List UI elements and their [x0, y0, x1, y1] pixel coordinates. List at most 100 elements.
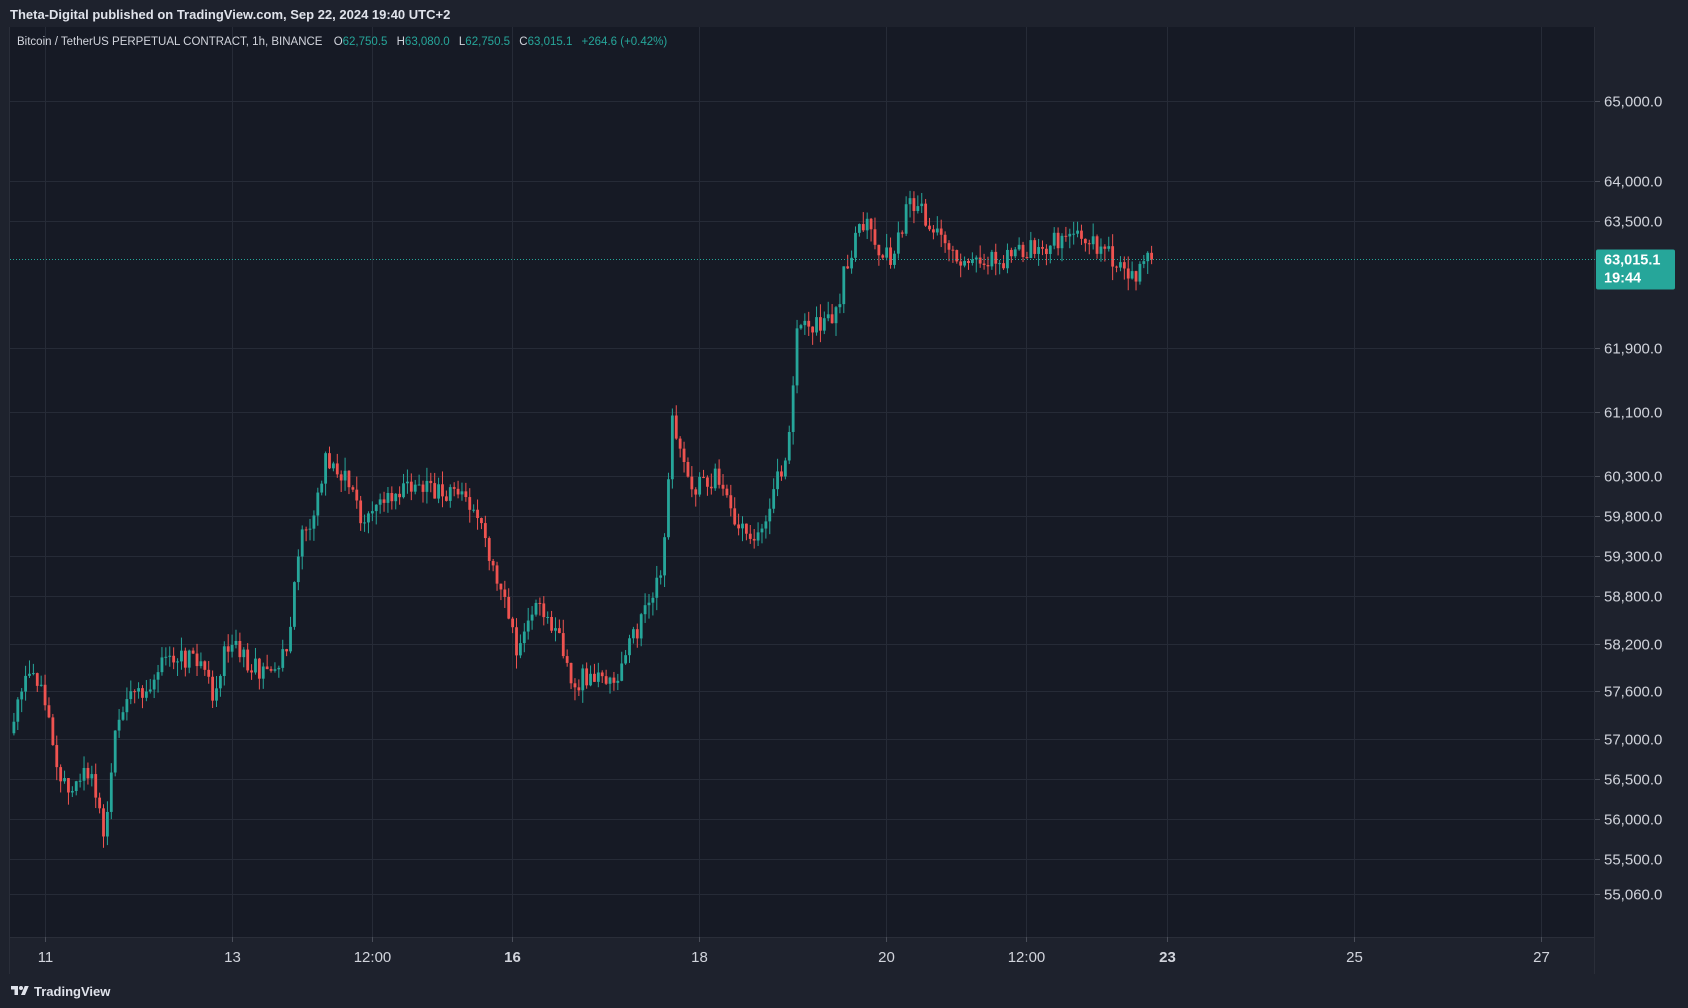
candle-body: [148, 689, 152, 692]
candle-body: [573, 683, 577, 688]
candle-body: [752, 538, 756, 541]
candle-body: [211, 676, 215, 701]
candle-body: [1037, 247, 1041, 254]
candle-body: [834, 307, 838, 324]
candle-body: [596, 672, 600, 682]
candle-body: [67, 778, 70, 793]
candle-body: [402, 483, 405, 498]
candle-body: [144, 691, 148, 698]
candle-body: [1146, 252, 1150, 262]
tradingview-brand[interactable]: TradingView: [34, 983, 111, 999]
candle-body: [468, 497, 472, 510]
candle-body: [441, 484, 444, 497]
candle-body: [842, 266, 846, 305]
candle-body: [331, 463, 335, 469]
candle-body: [1045, 248, 1048, 254]
candle-body: [1060, 235, 1064, 249]
candle-body: [464, 491, 468, 498]
candle-body: [900, 232, 904, 234]
price-tick-label: 55,500.0: [1604, 852, 1662, 869]
price-axis-area[interactable]: [1595, 27, 1688, 937]
candle-body: [308, 528, 312, 530]
candle-body: [803, 320, 807, 326]
candle-body: [121, 712, 125, 720]
time-tick-label: 16: [504, 949, 521, 966]
candle-body: [585, 668, 589, 686]
candle-body: [822, 318, 826, 331]
candle-body: [347, 470, 351, 488]
candle-body: [756, 532, 760, 541]
candle-body: [577, 687, 581, 691]
legend-symbol: Bitcoin / TetherUS PERPETUAL CONTRACT, 1…: [17, 36, 323, 48]
candle-body: [117, 719, 121, 731]
legend-low-label: L: [459, 36, 466, 48]
candle-body: [417, 484, 421, 486]
candle-body: [257, 658, 261, 679]
price-chart[interactable]: 65,000.0 64,000.0 63,500.0 61,900.0 61,100.0…: [0, 27, 1688, 974]
candle-body: [82, 767, 86, 781]
candle-body: [289, 626, 292, 652]
candle-body: [39, 684, 43, 686]
candle-body: [218, 676, 222, 689]
candle-body: [515, 627, 518, 656]
candle-body: [554, 628, 557, 631]
candle-body: [998, 263, 1002, 265]
candle-body: [947, 243, 951, 250]
candle-body: [195, 653, 199, 667]
candle-body: [959, 261, 963, 266]
candle-body: [273, 669, 277, 671]
candle-body: [207, 669, 211, 677]
candle-body: [250, 670, 253, 673]
legend-open-label: O: [334, 36, 343, 48]
candle-body: [199, 661, 203, 667]
candle-body: [1134, 271, 1138, 282]
candle-body: [932, 229, 935, 233]
candle-body: [706, 477, 709, 487]
candle-body: [324, 453, 327, 484]
price-tick-label: 57,000.0: [1604, 732, 1662, 749]
candle-body: [604, 676, 608, 684]
candle-body: [28, 673, 31, 676]
candle-body: [499, 583, 503, 590]
candle-body: [254, 658, 257, 673]
time-axis-area[interactable]: [10, 937, 1595, 974]
candle-body: [242, 649, 246, 658]
candle-body: [285, 649, 289, 652]
chart-plot-area[interactable]: [10, 27, 1595, 937]
candle-body: [156, 672, 160, 680]
candle-body: [939, 228, 943, 235]
candle-body: [503, 589, 507, 597]
candle-body: [659, 575, 663, 578]
candle-body: [351, 487, 355, 490]
candle-body: [483, 523, 487, 539]
candle-body: [437, 484, 440, 499]
candle-body: [647, 602, 651, 606]
candle-body: [480, 518, 483, 524]
time-tick-label: 12:00: [354, 949, 392, 966]
candle-body: [534, 602, 538, 615]
candle-body: [974, 257, 978, 260]
tradingview-logo-icon[interactable]: [10, 984, 30, 998]
candle-body: [472, 509, 476, 511]
candle-body: [986, 265, 990, 267]
candle-body: [398, 493, 402, 498]
candle-body: [24, 675, 27, 692]
candle-body: [281, 649, 285, 668]
candle-body: [943, 234, 947, 244]
candle-body: [600, 672, 604, 677]
candle-body: [702, 476, 705, 478]
candle-body: [1126, 268, 1130, 279]
candle-body: [772, 489, 776, 509]
candle-body: [1013, 249, 1017, 257]
candle-body: [203, 661, 207, 670]
candle-body: [908, 198, 912, 205]
candle-body: [448, 487, 452, 501]
candle-body: [550, 616, 553, 631]
candle-body: [698, 476, 702, 495]
candle-body: [1021, 244, 1025, 258]
candle-body: [12, 721, 16, 734]
candle-body: [838, 304, 842, 308]
candle-body: [1122, 262, 1126, 269]
candle-body: [857, 224, 861, 233]
candle-body: [982, 263, 986, 266]
